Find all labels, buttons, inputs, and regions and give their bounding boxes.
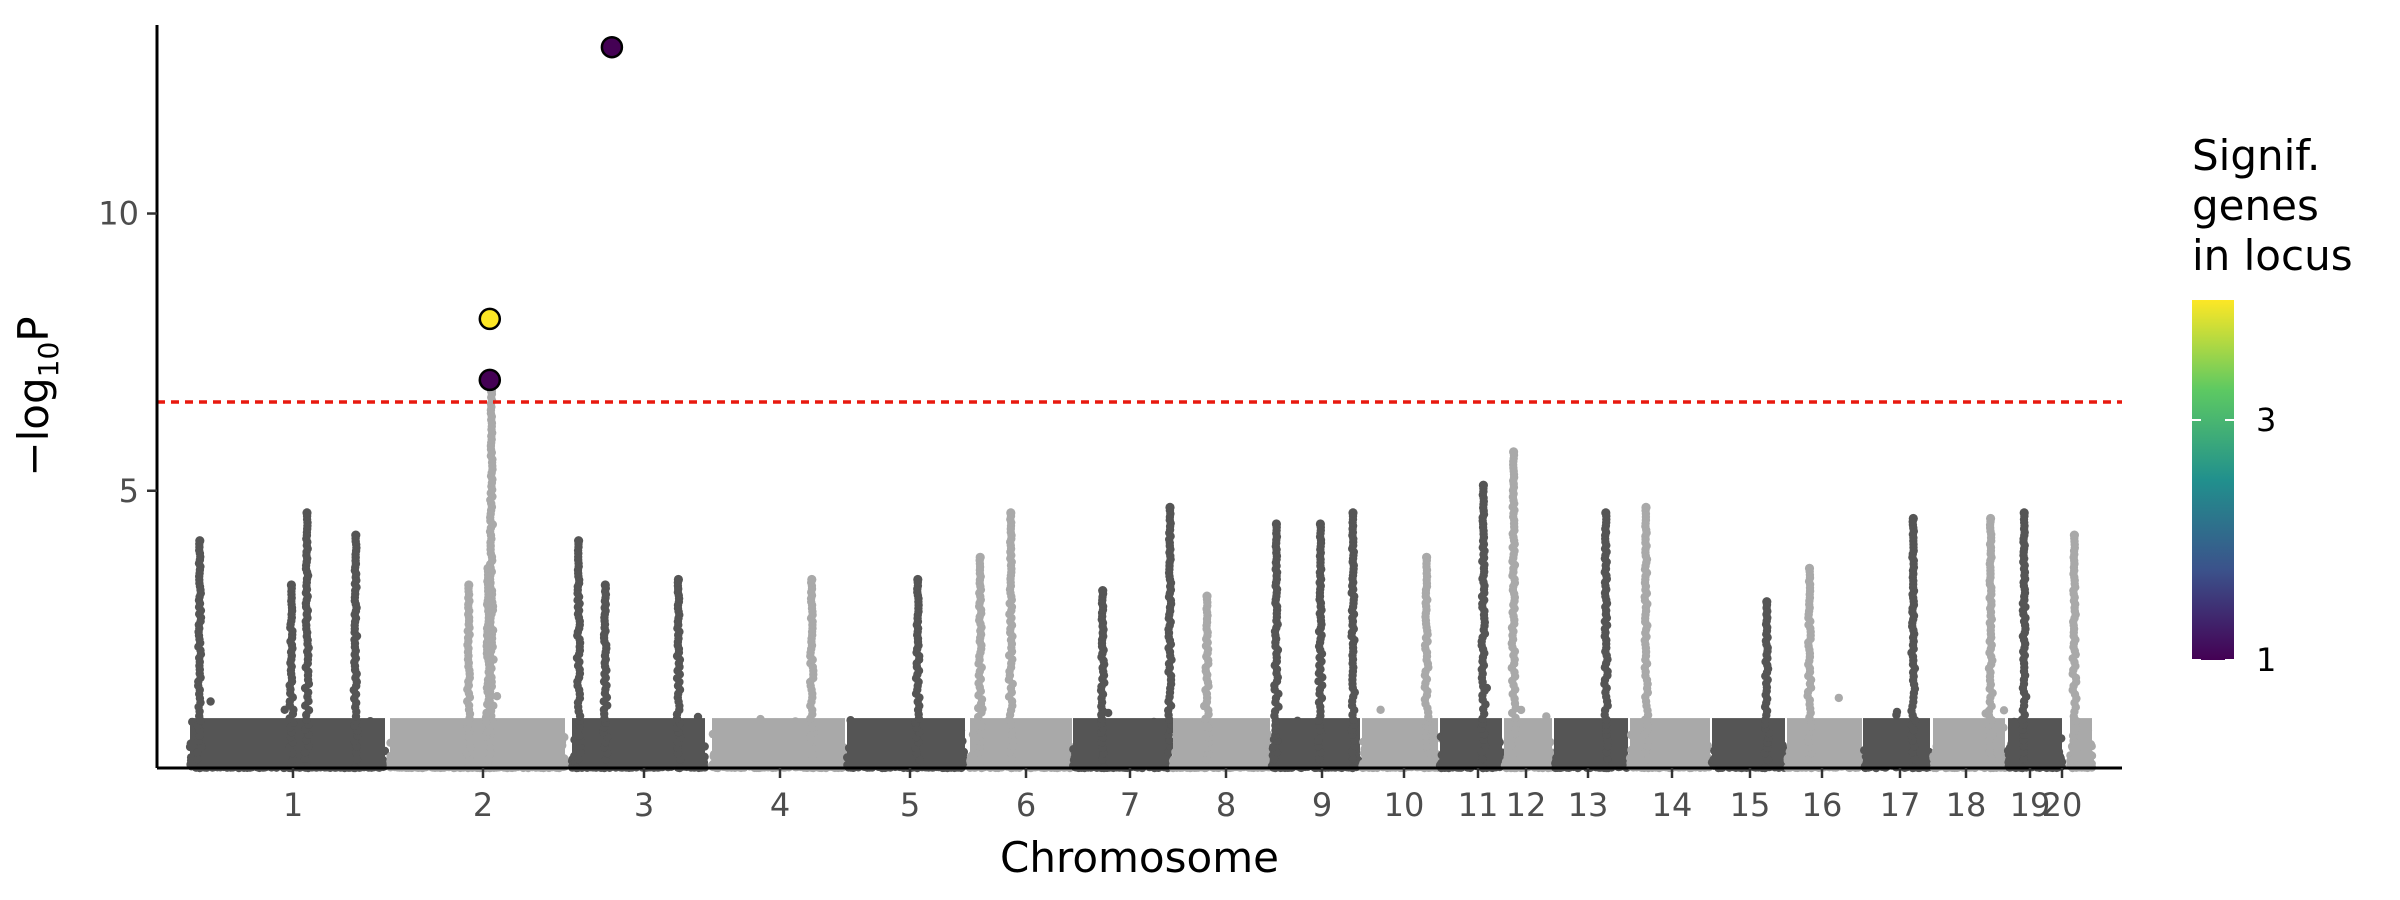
data-point (195, 536, 205, 546)
chromosome-2-points (386, 386, 569, 773)
data-point (574, 536, 584, 546)
data-point (913, 574, 923, 585)
data-point (286, 580, 296, 590)
data-point (483, 563, 493, 574)
chromosome-10-points (1358, 552, 1442, 773)
chromosome-3-points (567, 536, 710, 773)
data-point (1315, 519, 1325, 529)
data-point (302, 508, 312, 518)
data-point (193, 754, 202, 764)
data-point (673, 574, 684, 585)
chromosome-6-points (965, 508, 1076, 773)
data-point (300, 754, 310, 763)
data-point (807, 574, 817, 585)
point-band (847, 718, 965, 768)
data-point (975, 552, 985, 562)
data-points (185, 386, 2097, 773)
point-band (572, 718, 705, 768)
chromosome-9-points (1267, 508, 1364, 773)
data-point (288, 755, 298, 764)
point-band (390, 718, 565, 768)
point-band (1073, 718, 1172, 768)
data-point (1348, 508, 1358, 518)
point-band (1173, 718, 1270, 768)
chromosome-4-points (707, 574, 848, 773)
data-point (1271, 519, 1281, 529)
chromosome-8-points (1168, 591, 1274, 773)
data-point (600, 580, 610, 590)
chromosome-7-points (1069, 502, 1176, 773)
data-point (1376, 705, 1385, 714)
chromosome-5-points (843, 574, 969, 773)
data-point (1006, 508, 1016, 518)
data-point (464, 580, 474, 590)
chromosome-1-points (185, 508, 390, 773)
data-point (193, 748, 202, 757)
data-point (206, 697, 215, 706)
data-point (1098, 586, 1108, 596)
data-point (351, 530, 361, 540)
data-point (1165, 502, 1175, 512)
point-band (712, 718, 845, 768)
data-point (352, 754, 362, 764)
data-point (1202, 591, 1212, 601)
data-point (300, 747, 310, 757)
